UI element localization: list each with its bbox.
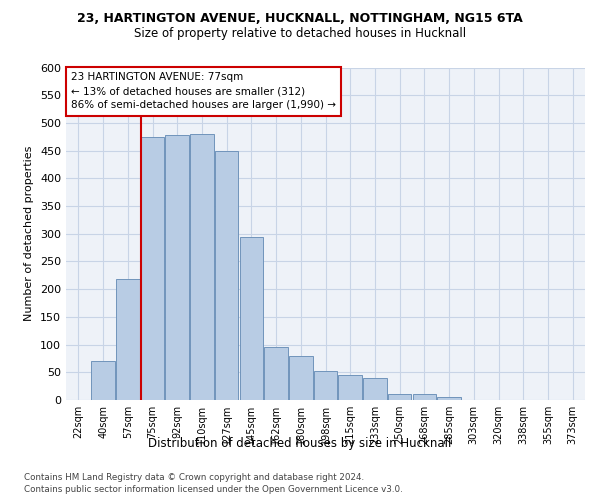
Bar: [215, 150, 238, 400]
Bar: [116, 279, 140, 400]
Text: 23, HARTINGTON AVENUE, HUCKNALL, NOTTINGHAM, NG15 6TA: 23, HARTINGTON AVENUE, HUCKNALL, NOTTING…: [77, 12, 523, 26]
Y-axis label: Number of detached properties: Number of detached properties: [25, 146, 34, 322]
Bar: [265, 348, 288, 400]
Text: 23 HARTINGTON AVENUE: 77sqm
← 13% of detached houses are smaller (312)
86% of se: 23 HARTINGTON AVENUE: 77sqm ← 13% of det…: [71, 72, 336, 110]
Bar: [91, 361, 115, 400]
Bar: [289, 356, 313, 400]
Text: Contains HM Land Registry data © Crown copyright and database right 2024.: Contains HM Land Registry data © Crown c…: [24, 472, 364, 482]
Bar: [239, 236, 263, 400]
Text: Size of property relative to detached houses in Hucknall: Size of property relative to detached ho…: [134, 28, 466, 40]
Bar: [190, 134, 214, 400]
Bar: [413, 394, 436, 400]
Text: Contains public sector information licensed under the Open Government Licence v3: Contains public sector information licen…: [24, 485, 403, 494]
Bar: [363, 378, 386, 400]
Bar: [437, 396, 461, 400]
Bar: [338, 374, 362, 400]
Bar: [314, 370, 337, 400]
Bar: [166, 135, 189, 400]
Text: Distribution of detached houses by size in Hucknall: Distribution of detached houses by size …: [148, 438, 452, 450]
Bar: [141, 137, 164, 400]
Bar: [388, 394, 412, 400]
